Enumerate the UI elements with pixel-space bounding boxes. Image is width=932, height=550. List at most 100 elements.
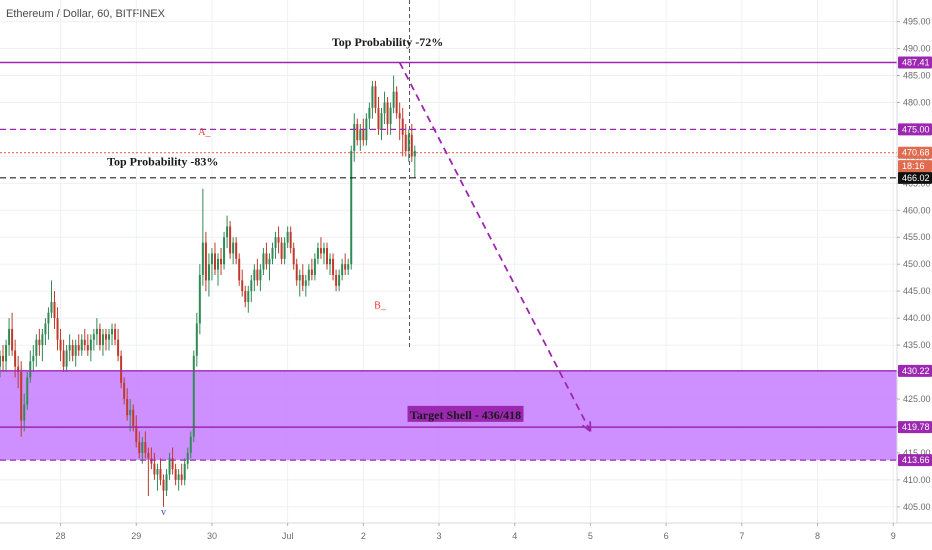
candle-body <box>265 253 268 265</box>
candle-body <box>80 339 83 351</box>
price-tag-bg <box>898 123 932 136</box>
candle-body <box>371 86 374 108</box>
price-tag-bg <box>898 454 932 467</box>
candle-body <box>307 269 310 281</box>
candle-body <box>283 242 286 259</box>
wave-marker: B_ <box>374 300 387 311</box>
candle-body <box>111 328 114 335</box>
candle-body <box>332 258 335 275</box>
price-tag: 413.66 <box>902 455 930 465</box>
candle-body <box>44 323 47 335</box>
candle-body <box>83 339 86 346</box>
price-tag: 419.78 <box>902 422 930 432</box>
candle-body <box>101 334 104 346</box>
candle-body <box>65 350 68 367</box>
candle-body <box>322 248 325 254</box>
x-tick-label: 3 <box>437 531 442 541</box>
y-tick-label: 490.00 <box>903 44 931 54</box>
candle-body <box>362 129 365 141</box>
candle-body <box>147 452 150 459</box>
candle-body <box>359 129 362 141</box>
candle-body <box>168 458 171 475</box>
candle-body <box>153 463 156 475</box>
price-tag: 466.02 <box>902 173 930 183</box>
candle-body <box>135 425 138 443</box>
candle-body <box>56 318 59 340</box>
candle-body <box>368 107 371 119</box>
annotation-label: Top Probability -72% <box>332 35 443 49</box>
candle-body <box>108 334 111 340</box>
projection-arrow-head <box>581 424 591 433</box>
candle-body <box>289 231 292 249</box>
candle-body <box>29 361 32 378</box>
candle-body <box>241 280 244 292</box>
candle-body <box>220 258 223 265</box>
candle-body <box>210 253 213 265</box>
candle-body <box>32 355 35 362</box>
candle-body <box>183 463 186 480</box>
candle-body <box>71 345 74 356</box>
candle-body <box>207 264 210 281</box>
candle-body <box>77 345 80 351</box>
candle-body <box>277 237 280 243</box>
candle-body <box>380 113 383 130</box>
x-tick-label: 4 <box>512 531 517 541</box>
candle-body <box>129 409 132 416</box>
y-tick-label: 485.00 <box>903 70 931 80</box>
candle-body <box>229 226 232 254</box>
candle-body <box>59 339 62 351</box>
candle-body <box>126 398 129 416</box>
y-tick-label: 455.00 <box>903 232 931 242</box>
candle-body <box>238 258 241 281</box>
x-tick-label: 9 <box>891 531 896 541</box>
candle-body <box>383 102 386 114</box>
candle-body <box>223 237 226 265</box>
candle-body <box>365 118 368 141</box>
y-tick-label: 450.00 <box>903 259 931 269</box>
candle-body <box>253 269 256 281</box>
candle-body <box>295 264 298 281</box>
candle-body <box>268 258 271 265</box>
candle-body <box>201 242 204 275</box>
candle-body <box>138 442 141 453</box>
price-tag: 475.00 <box>902 124 930 134</box>
candle-body <box>53 301 56 319</box>
candle-body <box>177 474 180 480</box>
candle-body <box>407 134 410 151</box>
y-tick-label: 440.00 <box>903 313 931 323</box>
candle-body <box>14 350 17 367</box>
candle-body <box>338 274 341 286</box>
candle-body <box>374 86 377 108</box>
candle-body <box>26 377 29 405</box>
candle-body <box>329 258 332 265</box>
candle-body <box>280 242 283 259</box>
candle-body <box>356 124 359 141</box>
candle-body <box>11 328 14 351</box>
y-tick-label: 435.00 <box>903 340 931 350</box>
x-tick-label: 30 <box>207 531 217 541</box>
candle-body <box>301 274 304 286</box>
y-tick-label: 410.00 <box>903 475 931 485</box>
candle-body <box>132 409 135 426</box>
target-label: Target Shell - 436/418 <box>410 408 521 422</box>
candle-body <box>41 334 44 346</box>
candle-body <box>259 269 262 281</box>
candle-body <box>162 479 165 491</box>
candle-body <box>313 258 316 275</box>
candle-body <box>95 328 98 335</box>
candle-body <box>150 458 153 464</box>
candle-body <box>144 442 147 453</box>
candle-body <box>341 264 344 275</box>
candle-body <box>0 355 1 367</box>
candle-body <box>92 334 95 340</box>
candle-body <box>47 312 50 324</box>
candle-body <box>17 366 20 373</box>
candle-body <box>347 264 350 270</box>
y-tick-label: 480.00 <box>903 97 931 107</box>
candle-body <box>8 328 11 346</box>
candle-body <box>20 372 23 421</box>
x-tick-label: 2 <box>361 531 366 541</box>
candle-body <box>38 339 41 346</box>
candle-body <box>232 242 235 254</box>
